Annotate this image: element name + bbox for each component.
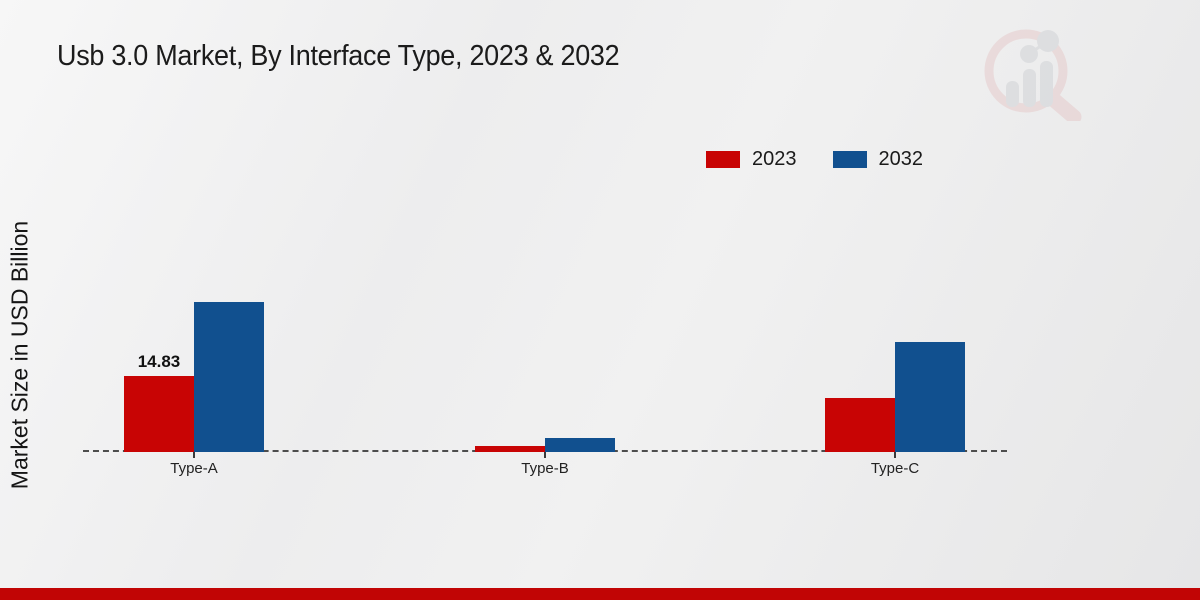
x-axis-label-type-c: Type-C xyxy=(870,460,920,477)
legend-label: 2032 xyxy=(878,148,924,170)
x-axis-label-type-b: Type-B xyxy=(521,460,569,477)
legend: 2023 2032 xyxy=(706,148,923,171)
magnifier-bar-chart-logo-icon xyxy=(984,29,1082,121)
legend-item-2023: 2023 xyxy=(706,148,797,171)
x-axis-tick-type-a xyxy=(193,452,195,458)
legend-label: 2023 xyxy=(752,148,797,170)
bar-2032-type-a xyxy=(194,302,264,452)
bar-2023-type-b xyxy=(475,446,545,452)
x-axis-tick-type-b xyxy=(544,452,546,458)
bar-2032-type-c xyxy=(895,342,965,452)
footer-stripe xyxy=(0,588,1200,600)
bar-2023-type-a xyxy=(124,376,194,452)
bar-2032-type-b xyxy=(545,438,615,452)
x-axis-tick-type-c xyxy=(894,452,896,458)
bar-value-label: 14.83 xyxy=(137,352,181,371)
chart-title: Usb 3.0 Market, By Interface Type, 2023 … xyxy=(57,40,620,72)
x-axis-label-type-a: Type-A xyxy=(170,460,218,477)
legend-item-2032: 2032 xyxy=(832,148,924,171)
bar-2023-type-c xyxy=(825,398,895,452)
legend-swatch-2032 xyxy=(832,151,867,168)
legend-swatch-2023 xyxy=(706,151,740,168)
